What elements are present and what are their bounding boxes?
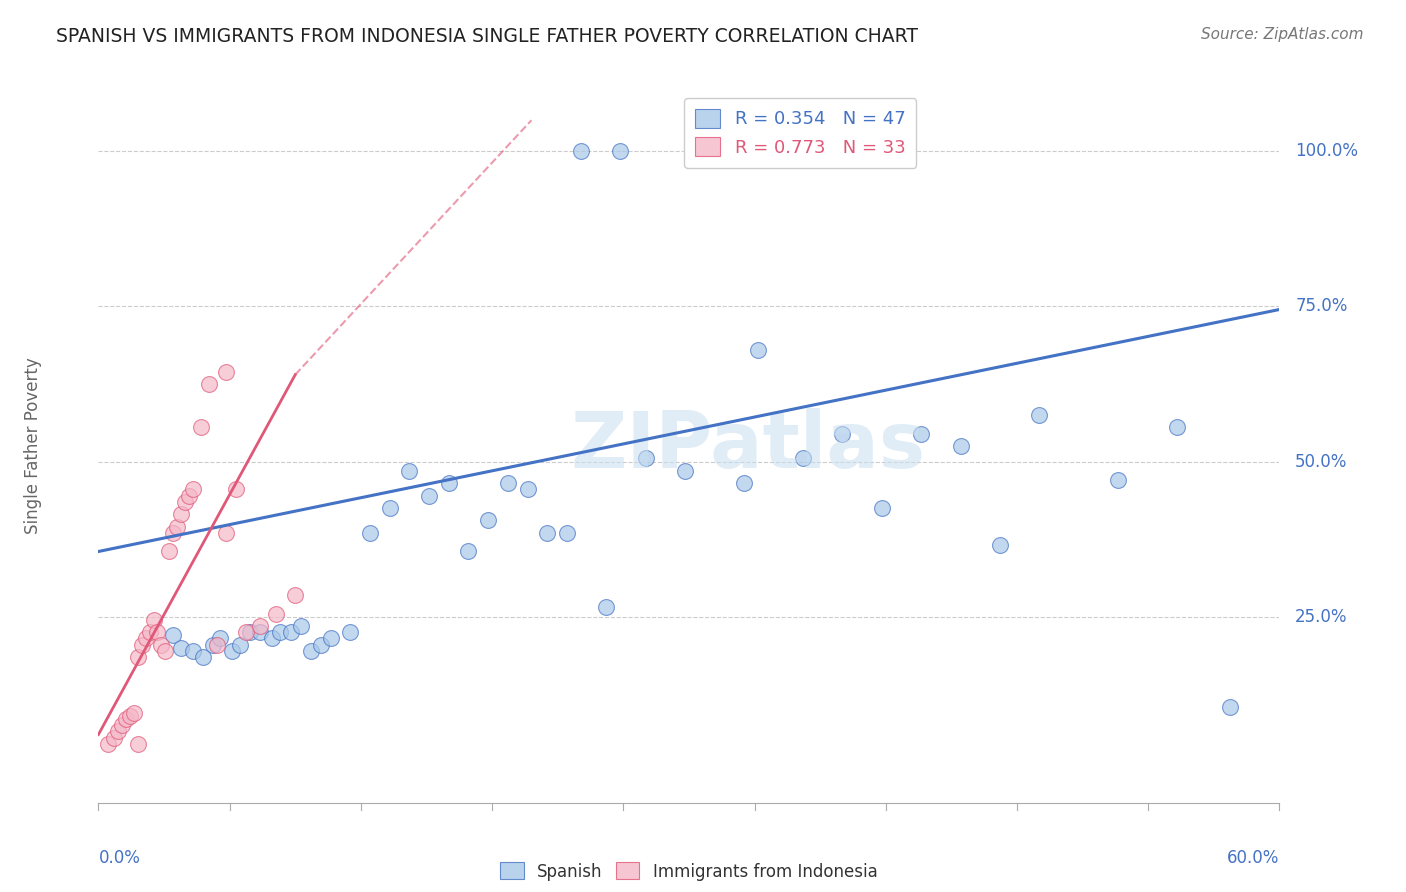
Point (398, 464, 420, 478)
Point (162, 628, 184, 642)
Text: 25.0%: 25.0% (1295, 607, 1348, 625)
Point (707, 145, 730, 159)
Point (634, 451, 657, 466)
Point (437, 476, 460, 491)
Point (536, 525, 558, 540)
Point (181, 644, 204, 658)
Point (249, 625, 271, 640)
Point (249, 619, 271, 633)
Point (215, 525, 238, 540)
Point (135, 632, 157, 646)
Text: 100.0%: 100.0% (1295, 142, 1358, 161)
Point (792, 451, 814, 466)
Point (747, 343, 769, 357)
Point (174, 495, 197, 509)
Point (496, 476, 519, 491)
Point (284, 588, 307, 602)
Point (1219, 699, 1241, 714)
Text: SPANISH VS IMMIGRANTS FROM INDONESIA SINGLE FATHER POVERTY CORRELATION CHART: SPANISH VS IMMIGRANTS FROM INDONESIA SIN… (56, 27, 918, 45)
Point (555, 525, 578, 540)
Point (319, 632, 342, 646)
Text: 75.0%: 75.0% (1295, 297, 1347, 316)
Point (191, 650, 214, 665)
Point (1028, 408, 1050, 422)
Point (290, 619, 312, 633)
Point (378, 501, 401, 516)
Point (118, 709, 141, 723)
Point (949, 439, 972, 453)
Point (215, 365, 238, 379)
Point (205, 638, 228, 652)
Point (239, 625, 262, 640)
Point (309, 638, 332, 652)
Point (221, 644, 243, 658)
Point (260, 632, 283, 646)
Point (162, 525, 184, 540)
Point (269, 625, 291, 640)
Point (264, 607, 287, 621)
Point (170, 640, 193, 655)
Legend: Spanish, Immigrants from Indonesia: Spanish, Immigrants from Indonesia (494, 855, 884, 888)
Point (107, 724, 129, 739)
Point (1166, 420, 1188, 434)
Point (733, 476, 755, 491)
Point (609, 145, 631, 159)
Text: 60.0%: 60.0% (1227, 849, 1279, 867)
Point (870, 501, 893, 516)
Point (457, 544, 479, 558)
Point (299, 644, 322, 658)
Point (146, 625, 169, 640)
Point (155, 644, 177, 658)
Point (569, 145, 592, 159)
Point (910, 426, 932, 441)
Point (516, 483, 538, 497)
Point (150, 638, 173, 652)
Point (177, 489, 200, 503)
Point (97, 737, 120, 751)
Point (359, 525, 381, 540)
Point (190, 420, 212, 434)
Text: ZIPatlas: ZIPatlas (571, 408, 925, 484)
Point (201, 638, 224, 652)
Text: Source: ZipAtlas.com: Source: ZipAtlas.com (1201, 27, 1364, 42)
Point (229, 638, 252, 652)
Point (197, 376, 219, 391)
Point (673, 464, 696, 478)
Point (103, 731, 125, 745)
Point (111, 718, 134, 732)
Point (131, 638, 153, 652)
Point (138, 625, 160, 640)
Point (1107, 473, 1129, 487)
Text: 50.0%: 50.0% (1295, 452, 1347, 470)
Point (157, 544, 180, 558)
Point (280, 625, 302, 640)
Point (225, 483, 247, 497)
Point (181, 483, 204, 497)
Point (142, 613, 165, 627)
Point (988, 538, 1011, 552)
Point (127, 737, 149, 751)
Point (339, 625, 361, 640)
Point (595, 600, 617, 615)
Point (209, 632, 232, 646)
Text: Single Father Poverty: Single Father Poverty (24, 358, 42, 534)
Point (831, 426, 853, 441)
Point (122, 706, 145, 720)
Point (166, 519, 188, 533)
Text: 0.0%: 0.0% (98, 849, 141, 867)
Point (235, 625, 257, 640)
Point (170, 508, 193, 522)
Point (418, 489, 440, 503)
Point (127, 650, 149, 665)
Point (115, 712, 138, 726)
Point (477, 513, 499, 527)
